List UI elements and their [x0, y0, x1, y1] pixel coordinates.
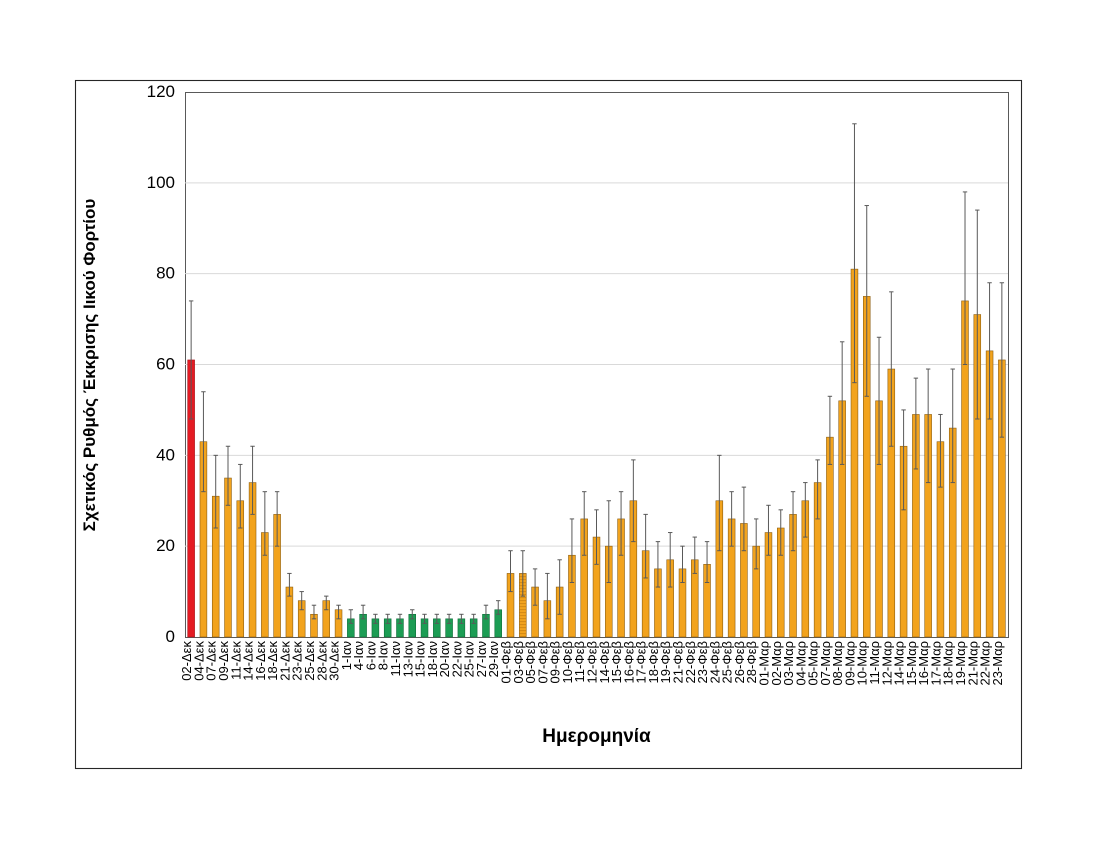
svg-text:100: 100 — [147, 173, 175, 192]
svg-text:20: 20 — [156, 536, 175, 555]
svg-text:23-Μαρ: 23-Μαρ — [990, 641, 1005, 686]
svg-text:80: 80 — [156, 264, 175, 283]
svg-text:40: 40 — [156, 445, 175, 464]
svg-text:0: 0 — [166, 627, 175, 646]
svg-text:120: 120 — [147, 82, 175, 101]
svg-text:60: 60 — [156, 355, 175, 374]
